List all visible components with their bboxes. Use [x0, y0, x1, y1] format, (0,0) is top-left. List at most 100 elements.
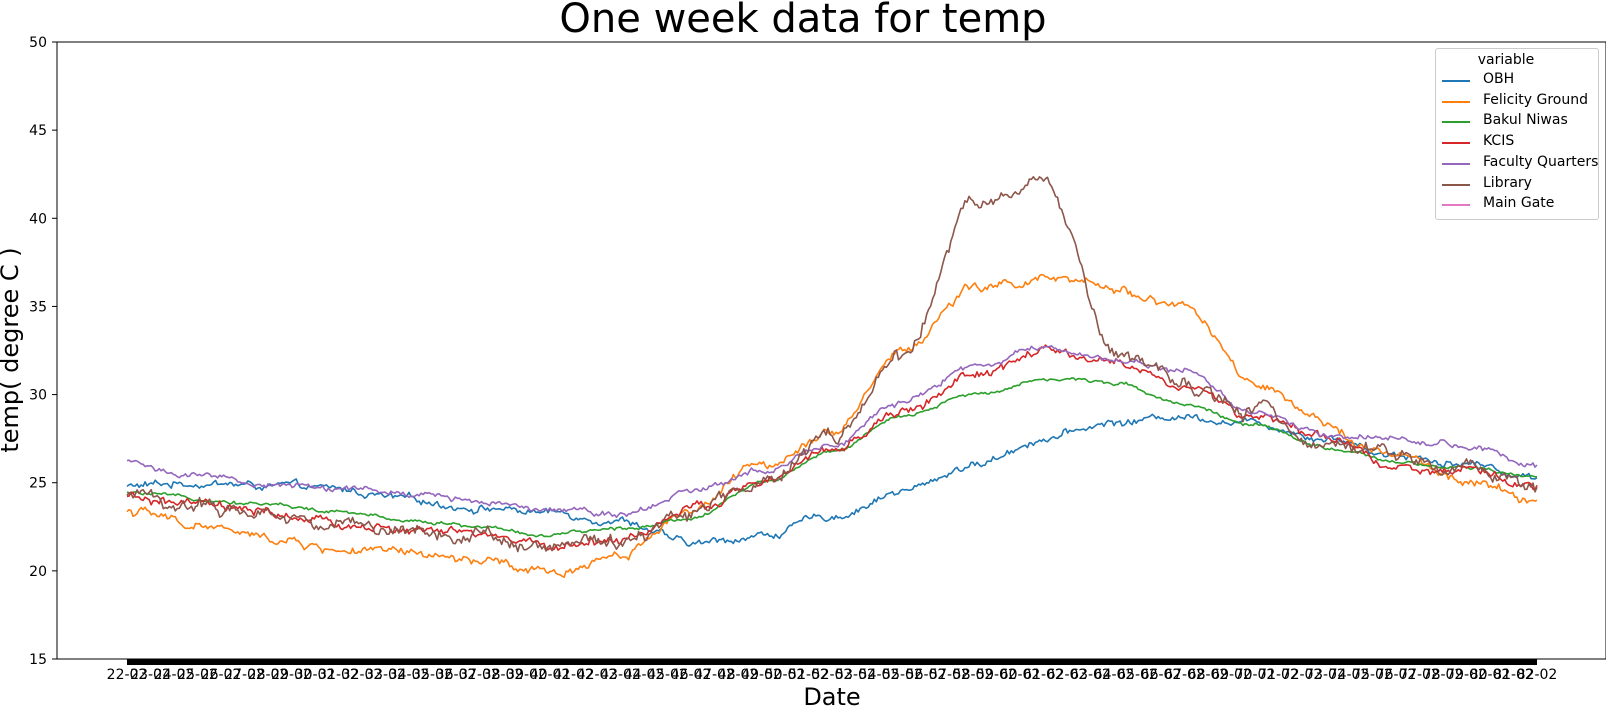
series-line-felicity-ground — [126, 273, 1538, 579]
legend-label: Bakul Niwas — [1483, 112, 1568, 129]
x-tick-label: 22-02 — [107, 667, 148, 683]
x-tick-label: 65-02 — [1117, 667, 1158, 683]
x-tick-label: 40-02 — [530, 667, 571, 683]
y-tick-label: 20 — [29, 564, 47, 580]
x-tick-label: 25-02 — [177, 667, 218, 683]
legend-item-kcis: KCIS — [1440, 132, 1600, 152]
x-tick-label: 61-02 — [1023, 667, 1064, 683]
legend-item-faculty-quarters: Faculty Quarters — [1440, 153, 1600, 173]
x-tick-label: 82-02 — [1517, 667, 1558, 683]
x-tick-label: 23-02 — [130, 667, 171, 683]
legend-swatch — [1442, 121, 1470, 124]
x-tick-label: 73-02 — [1305, 667, 1346, 683]
series-line-kcis — [126, 344, 1538, 551]
x-tick-label: 31-02 — [318, 667, 359, 683]
x-tick-label: 35-02 — [412, 667, 453, 683]
legend-label: OBH — [1483, 71, 1515, 87]
x-tick-label: 67-02 — [1164, 667, 1205, 683]
x-tick-label: 49-02 — [741, 667, 782, 683]
legend-swatch — [1442, 80, 1470, 82]
y-tick-label: 35 — [29, 299, 47, 315]
x-tick-label: 62-02 — [1047, 667, 1088, 683]
x-tick-label: 72-02 — [1282, 667, 1323, 683]
series-line-faculty-quarters — [126, 345, 1538, 519]
legend: variable OBH Felicity Ground Bakul Niwas KC… — [1435, 48, 1599, 220]
legend-title: variable — [1477, 52, 1535, 68]
x-tick-label: 36-02 — [436, 667, 477, 683]
x-tick-band — [127, 659, 1537, 665]
y-tick-label: 50 — [29, 35, 47, 51]
y-tick-label: 25 — [29, 476, 47, 492]
x-tick-label: 69-02 — [1211, 667, 1252, 683]
x-tick-label: 63-02 — [1070, 667, 1111, 683]
x-tick-label: 26-02 — [201, 667, 242, 683]
x-tick-label: 59-02 — [976, 667, 1017, 683]
legend-label: Library — [1483, 174, 1532, 191]
x-tick-label: 54-02 — [859, 667, 900, 683]
series-line-bakul-niwas — [126, 377, 1537, 538]
legend-label: Faculty Quarters — [1483, 153, 1599, 170]
x-tick-label: 38-02 — [483, 667, 524, 683]
legend-swatch — [1442, 142, 1470, 145]
legend-item-library: Library — [1440, 174, 1600, 194]
x-tick-label: 51-02 — [788, 667, 829, 683]
legend-item-felicity-ground: Felicity Ground — [1440, 91, 1600, 111]
x-tick-label: 55-02 — [882, 667, 923, 683]
x-tick-label: 29-02 — [271, 667, 312, 683]
x-tick-label: 53-02 — [835, 667, 876, 683]
x-axis-label: Date — [803, 683, 860, 711]
x-tick-label: 33-02 — [365, 667, 406, 683]
y-tick-label: 15 — [29, 652, 47, 668]
legend-label: Felicity Ground — [1483, 91, 1588, 108]
x-tick-label: 52-02 — [812, 667, 853, 683]
x-tick-label: 76-02 — [1376, 667, 1417, 683]
x-tick-label: 70-02 — [1235, 667, 1276, 683]
plot-area-frame — [56, 41, 1606, 660]
legend-swatch — [1442, 204, 1470, 207]
y-tick-label: 40 — [29, 211, 47, 227]
y-tick-label: 30 — [29, 388, 47, 404]
x-tick-label: 57-02 — [929, 667, 970, 683]
x-tick-label: 71-02 — [1258, 667, 1299, 683]
x-tick-label: 30-02 — [295, 667, 336, 683]
x-tick-label: 77-02 — [1399, 667, 1440, 683]
series-line-obh — [126, 413, 1538, 547]
legend-label: KCIS — [1483, 133, 1515, 150]
x-tick-label: 32-02 — [342, 667, 383, 683]
x-tick-label: 43-02 — [600, 667, 641, 683]
x-tick-label: 64-02 — [1094, 667, 1135, 683]
x-tick-label: 50-02 — [765, 667, 806, 683]
x-tick-label: 79-02 — [1446, 667, 1487, 683]
x-tick-label: 47-02 — [694, 667, 735, 683]
legend-swatch — [1442, 183, 1470, 186]
y-axis-label: temp( degree C ) — [0, 247, 24, 452]
legend-item-bakul-niwas: Bakul Niwas — [1440, 111, 1600, 131]
x-tick-label: 28-02 — [248, 667, 289, 683]
legend-item-main-gate: Main Gate — [1440, 194, 1600, 214]
x-tick-label: 75-02 — [1352, 667, 1393, 683]
legend-swatch — [1442, 162, 1470, 165]
x-tick-label: 24-02 — [154, 667, 195, 683]
x-tick-label: 44-02 — [624, 667, 665, 683]
legend-swatch — [1442, 100, 1470, 103]
series-line-library — [126, 176, 1538, 553]
x-tick-label: 45-02 — [647, 667, 688, 683]
x-tick-label: 56-02 — [906, 667, 947, 683]
x-tick-label: 27-02 — [224, 667, 265, 683]
x-tick-label: 39-02 — [506, 667, 547, 683]
x-tick-label: 41-02 — [553, 667, 594, 683]
legend-label: Main Gate — [1483, 195, 1555, 212]
y-tick-label: 45 — [29, 123, 47, 139]
chart-title: One week data for temp — [559, 0, 1047, 42]
x-tick-label: 78-02 — [1423, 667, 1464, 683]
x-tick-label: 58-02 — [953, 667, 994, 683]
x-tick-label: 80-02 — [1470, 667, 1511, 683]
legend-item-obh: OBH — [1440, 70, 1600, 90]
x-tick-label: 46-02 — [671, 667, 712, 683]
x-tick-label: 60-02 — [1000, 667, 1041, 683]
x-tick-label: 34-02 — [389, 667, 430, 683]
x-tick-label: 68-02 — [1188, 667, 1229, 683]
x-tick-label: 66-02 — [1141, 667, 1182, 683]
x-tick-label: 48-02 — [718, 667, 759, 683]
